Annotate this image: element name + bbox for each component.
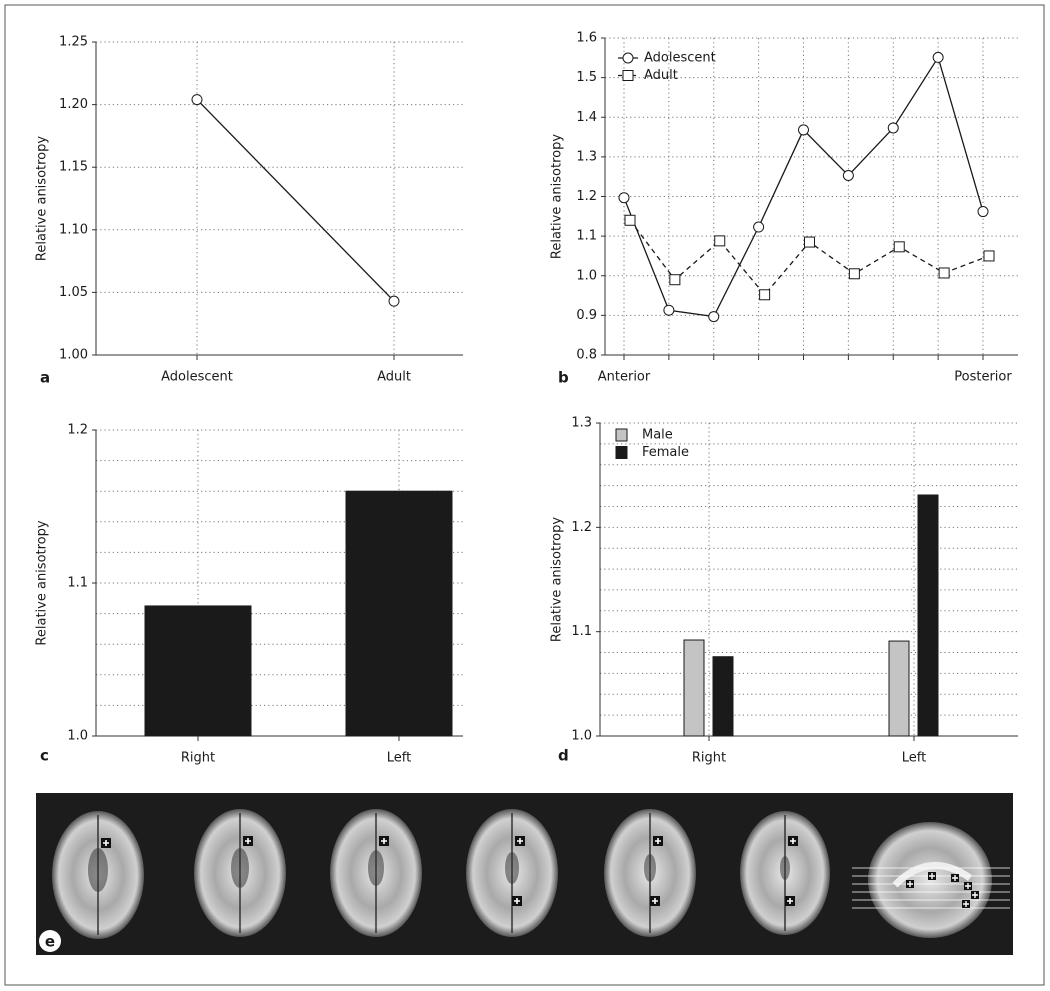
corpus-callosum [892, 862, 973, 888]
y-tick-label: 1.4 [576, 110, 597, 125]
roi-cross [787, 898, 793, 904]
point [663, 304, 675, 316]
roi-cross [965, 883, 971, 889]
y-tick-label: 1.00 [59, 348, 88, 363]
x-tick-label: Adolescent [161, 370, 233, 385]
x-tick-label: Right [181, 751, 215, 766]
panel-label: c [40, 747, 49, 765]
y-tick-label: 1.25 [59, 35, 88, 50]
roi-cross [929, 873, 935, 879]
y-tick-label: 1.1 [576, 229, 597, 244]
point [983, 250, 995, 262]
legend-label: Female [642, 445, 689, 460]
y-tick-label: 1.0 [571, 729, 592, 744]
roi-cross [517, 838, 523, 844]
point [977, 206, 989, 218]
y-tick-label: 1.5 [576, 70, 597, 85]
point [842, 169, 854, 181]
legend-marker [622, 70, 634, 81]
roi-cross [963, 901, 969, 907]
y-tick-label: 1.20 [59, 97, 88, 112]
bar [917, 494, 939, 737]
point [804, 236, 815, 248]
point [669, 274, 681, 286]
roi-cross [514, 898, 520, 904]
y-tick-label: 1.1 [67, 576, 88, 591]
brain-panel: e [36, 793, 1013, 955]
roi-cross [790, 838, 796, 844]
point [753, 221, 765, 233]
point [624, 214, 636, 226]
y-tick-label: 0.8 [576, 348, 597, 363]
y-axis-label: Relative anisotropy [550, 517, 565, 642]
bar [144, 605, 252, 737]
y-axis-label: Relative anisotropy [35, 136, 50, 261]
y-tick-label: 1.3 [576, 149, 597, 164]
panel-label-badge [39, 930, 61, 952]
point [848, 268, 860, 280]
x-tick-label: Left [387, 751, 411, 766]
y-axis-label: Relative anisotropy [35, 520, 50, 645]
y-tick-label: 1.2 [67, 423, 88, 438]
line [196, 99, 395, 302]
point [714, 235, 726, 247]
brain-slices [52, 809, 1010, 939]
point [388, 295, 400, 307]
legend-label: Adolescent [644, 51, 716, 66]
y-tick-label: 1.0 [67, 729, 88, 744]
y-tick-label: 1.10 [59, 222, 88, 237]
legend-label: Male [642, 428, 673, 443]
bar [683, 639, 705, 737]
y-tick-label: 1.1 [571, 624, 592, 639]
legend-swatch [615, 428, 628, 442]
roi-cross [103, 840, 109, 846]
point [887, 122, 899, 134]
y-tick-label: 1.2 [571, 520, 592, 535]
y-tick-label: 0.9 [576, 308, 597, 323]
point [938, 267, 950, 279]
point [932, 51, 944, 63]
panel-label: a [40, 369, 50, 387]
point [798, 124, 809, 136]
roi-cross [972, 892, 978, 898]
x-tick-label: Right [692, 751, 726, 766]
panel-label: b [558, 369, 569, 387]
point [893, 241, 905, 253]
y-tick-label: 1.15 [59, 160, 88, 175]
roi-cross [655, 838, 661, 844]
point [191, 94, 203, 106]
figure-border [4, 4, 1045, 986]
y-tick-label: 1.3 [571, 416, 592, 431]
y-axis-label: Relative anisotropy [550, 134, 565, 259]
bar [712, 656, 734, 737]
y-tick-label: 1.0 [576, 268, 597, 283]
x-tick-label: Posterior [954, 370, 1012, 385]
x-tick-label: Adult [377, 370, 411, 385]
line [629, 219, 990, 296]
y-tick-label: 1.2 [576, 189, 597, 204]
x-tick-label: Anterior [598, 370, 651, 385]
legend-swatch [615, 446, 628, 459]
legend-label: Adult [644, 68, 678, 83]
roi-cross [381, 838, 387, 844]
panel-label: d [558, 747, 569, 765]
bar [888, 640, 910, 737]
y-tick-label: 1.6 [576, 31, 597, 46]
point [618, 192, 630, 204]
y-tick-label: 1.05 [59, 285, 88, 300]
roi-cross [652, 898, 658, 904]
roi-cross [952, 875, 958, 881]
roi-cross [907, 881, 913, 887]
point [708, 311, 720, 323]
roi-cross [245, 838, 251, 844]
bar [345, 490, 453, 737]
x-tick-label: Left [902, 751, 926, 766]
legend-marker [622, 52, 634, 64]
point [759, 289, 771, 301]
panel-label: e [45, 933, 55, 951]
